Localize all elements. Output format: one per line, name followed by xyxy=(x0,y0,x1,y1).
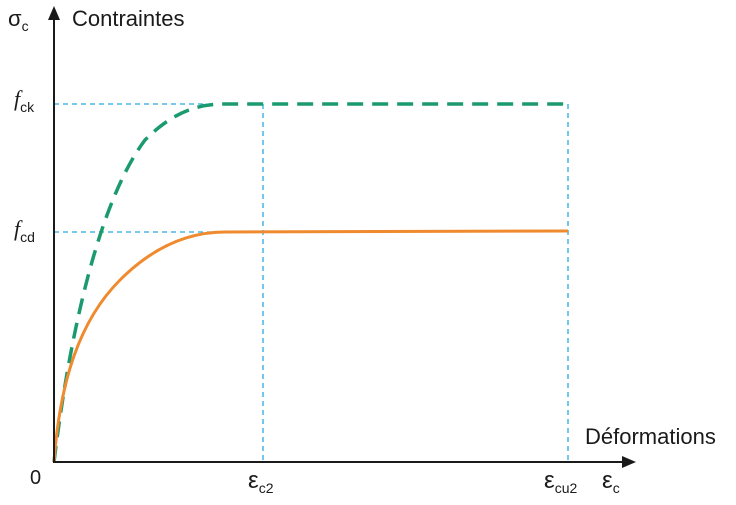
x-axis-symbol: εc xyxy=(602,467,620,496)
ec2-label: εc2 xyxy=(248,467,274,496)
axes xyxy=(53,18,624,463)
x-axis-title: Déformations xyxy=(585,424,716,449)
x-axis-arrowhead xyxy=(622,456,636,468)
guide-lines xyxy=(54,103,569,462)
y-axis-symbol: σc xyxy=(8,6,29,34)
characteristic-stress-curve xyxy=(52,102,568,463)
fcd-label: fcd xyxy=(14,216,35,245)
origin-label: 0 xyxy=(30,467,41,489)
ecu2-label: εcu2 xyxy=(544,467,577,496)
y-axis-arrowhead xyxy=(48,6,60,20)
design-stress-curve xyxy=(52,229,569,463)
y-axis-title: Contraintes xyxy=(72,6,185,31)
fck-label: fck xyxy=(14,86,35,115)
